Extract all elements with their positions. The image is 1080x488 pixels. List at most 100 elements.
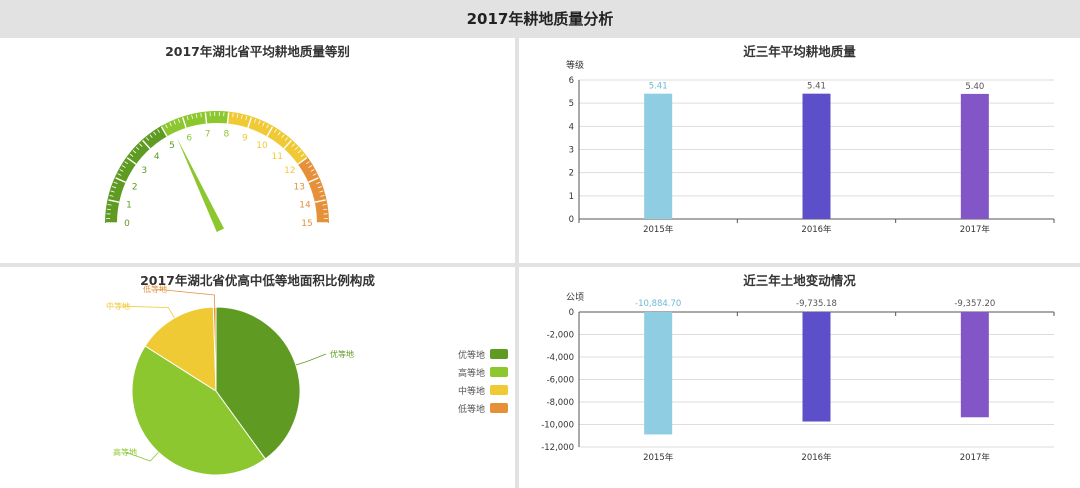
y-tick-label: 2 bbox=[569, 169, 574, 179]
bar-value-label: 5.41 bbox=[807, 82, 826, 92]
gauge-tick bbox=[165, 124, 168, 129]
legend-item[interactable]: 中等地 bbox=[458, 381, 509, 399]
gauge-tick bbox=[312, 173, 317, 176]
legend-label: 中等地 bbox=[458, 386, 486, 397]
pie-slice bbox=[144, 306, 217, 392]
gauge-tick-label: 3 bbox=[141, 166, 147, 176]
gauge-tick bbox=[129, 153, 134, 157]
bar bbox=[644, 312, 673, 435]
pie-label-line bbox=[295, 353, 327, 366]
legend-swatch bbox=[490, 385, 509, 395]
y-axis-label: 公顷 bbox=[566, 292, 584, 303]
gauge-tick bbox=[142, 140, 151, 150]
bar-value-label: -10,884.70 bbox=[635, 299, 681, 309]
gauge-tick bbox=[283, 140, 292, 150]
bar bbox=[802, 312, 831, 422]
gauge-band bbox=[161, 111, 229, 137]
gauge-tick bbox=[317, 186, 322, 189]
legend-label: 高等地 bbox=[458, 368, 486, 379]
gauge-tick bbox=[291, 143, 295, 147]
pie-slice bbox=[212, 306, 217, 392]
gauge-tick bbox=[135, 146, 140, 151]
x-tick-label: 2016年 bbox=[801, 452, 832, 463]
gauge-tick bbox=[310, 169, 315, 172]
y-tick-label: -4,000 bbox=[547, 353, 574, 363]
gauge-tick bbox=[115, 177, 126, 183]
gauge-tick-label: 5 bbox=[169, 141, 175, 151]
gauge-tick bbox=[124, 161, 129, 165]
gauge-tick bbox=[160, 126, 168, 137]
gauge-tick bbox=[253, 118, 257, 123]
gauge-tick-label: 11 bbox=[271, 152, 282, 162]
gauge-tick bbox=[157, 129, 161, 133]
legend-swatch bbox=[490, 349, 509, 359]
x-tick-label: 2017年 bbox=[960, 224, 991, 235]
gauge-tick bbox=[322, 204, 327, 206]
gauge-tick bbox=[204, 112, 208, 124]
gauge-tick bbox=[195, 113, 198, 118]
gauge-tick bbox=[173, 120, 176, 125]
gauge-tick-label: 15 bbox=[301, 219, 312, 229]
pie-slice bbox=[215, 306, 301, 460]
bar-value-label: 5.41 bbox=[649, 82, 668, 92]
bar-value-label: -9,357.20 bbox=[954, 299, 995, 309]
legend-swatch bbox=[490, 367, 509, 377]
legend-item[interactable]: 低等地 bbox=[458, 399, 509, 417]
gauge-tick bbox=[226, 112, 230, 124]
bar bbox=[960, 312, 989, 418]
page-title: 2017年耕地质量分析 bbox=[0, 0, 1080, 38]
gauge-tick bbox=[109, 195, 114, 197]
gauge-tick bbox=[314, 199, 326, 203]
pie-slice-label: 高等地 bbox=[113, 447, 137, 457]
gauge-tick bbox=[186, 115, 189, 121]
gauge-tick bbox=[177, 118, 181, 123]
x-tick-label: 2015年 bbox=[643, 452, 674, 463]
gauge-tick bbox=[281, 134, 285, 139]
gauge-tick-label: 7 bbox=[205, 129, 211, 139]
pie-panel: 2017年湖北省优高中低等地面积比例构成 优等地 高等地 中等地 低等地 优等地 高等地… bbox=[0, 267, 515, 488]
x-tick-label: 2016年 bbox=[801, 224, 832, 235]
y-tick-label: 5 bbox=[569, 99, 574, 109]
gauge-tick bbox=[297, 150, 302, 154]
bar bbox=[644, 93, 673, 219]
x-tick-label: 2017年 bbox=[960, 452, 991, 463]
gauge-tick bbox=[297, 157, 308, 165]
land-change-title: 近三年土地变动情况 bbox=[743, 273, 856, 288]
pie-slice-label: 低等地 bbox=[143, 284, 167, 294]
gauge-tick bbox=[113, 181, 118, 184]
gauge-tick bbox=[294, 146, 299, 151]
gauge-tick bbox=[119, 169, 124, 172]
land-change-bar-chart: 公顷 0 -2,000 -4,000 -6,000 -8,000 -10,000 -12,00… bbox=[541, 292, 1055, 463]
gauge-tick bbox=[117, 173, 122, 176]
gauge-tick-label: 4 bbox=[154, 152, 160, 162]
quality-bar-title: 近三年平均耕地质量 bbox=[743, 44, 856, 59]
y-axis-label: 等级 bbox=[566, 59, 584, 71]
gauge-tick bbox=[108, 199, 120, 203]
y-tick-label: 0 bbox=[569, 308, 574, 318]
quality-bar-panel: 近三年平均耕地质量 等级 0 1 2 3 4 5 6 5.41 2015年 5.41 2016年 5.4… bbox=[519, 38, 1080, 263]
gauge-tick bbox=[241, 114, 243, 119]
gauge-tick bbox=[258, 120, 261, 125]
pie-slice-label: 优等地 bbox=[330, 349, 354, 359]
gauge-tick bbox=[121, 165, 126, 168]
gauge-tick bbox=[182, 117, 187, 129]
gauge-tick bbox=[273, 129, 277, 133]
horizontal-divider bbox=[0, 263, 1080, 267]
legend-label: 低等地 bbox=[458, 404, 486, 415]
gauge-tick bbox=[200, 113, 202, 118]
gauge-tick bbox=[277, 131, 281, 136]
gauge-tick bbox=[132, 150, 137, 154]
y-tick-label: 4 bbox=[569, 122, 574, 132]
legend-item[interactable]: 高等地 bbox=[458, 363, 509, 381]
gauge-tick bbox=[139, 143, 143, 147]
gauge-tick bbox=[323, 208, 328, 210]
gauge-panel: 2017年湖北省平均耕地质量等别 0 1 2 3 4 5 6 7 8 9 10 11 12 13 14 15 bbox=[0, 38, 515, 263]
y-tick-label: 3 bbox=[569, 146, 574, 156]
gauge-tick-label: 9 bbox=[242, 133, 248, 143]
bar bbox=[960, 93, 989, 219]
gauge-tick bbox=[262, 122, 265, 127]
gauge-band bbox=[227, 111, 308, 165]
legend-item[interactable]: 优等地 bbox=[458, 345, 509, 363]
gauge-tick bbox=[320, 195, 325, 197]
